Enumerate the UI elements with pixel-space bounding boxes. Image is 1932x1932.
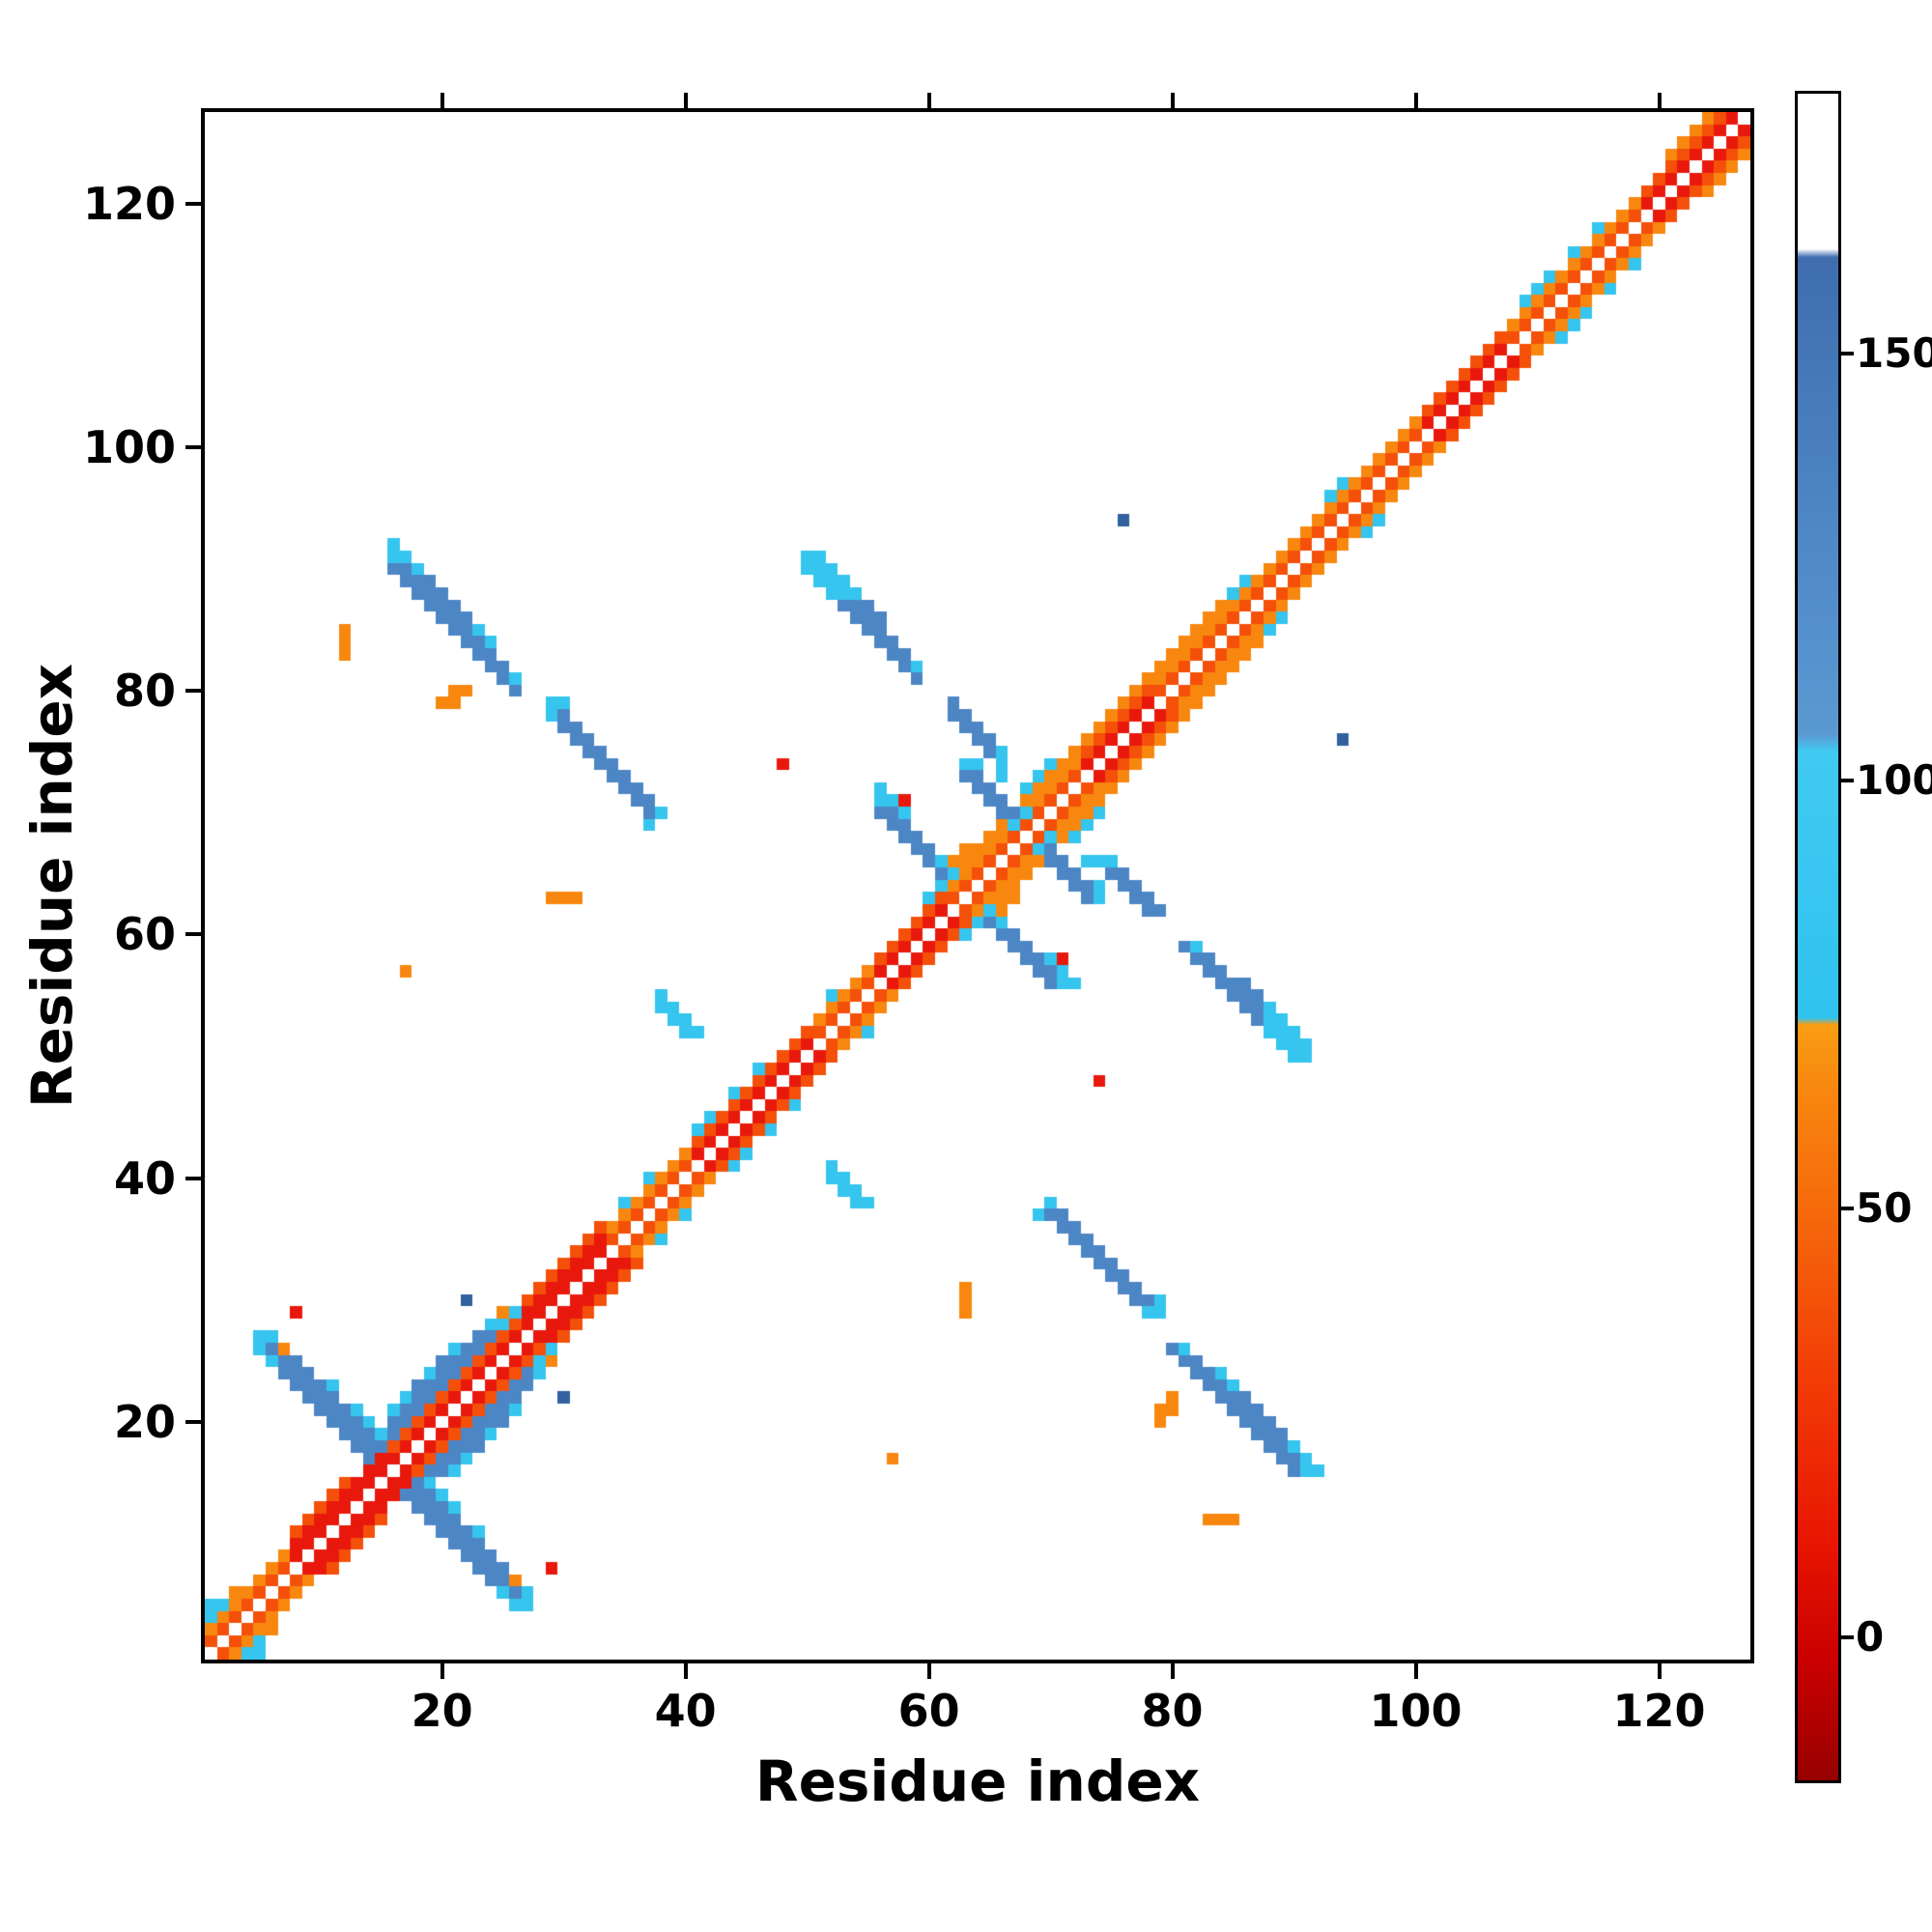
x-tick [1413, 93, 1418, 108]
colorbar-tick-label: 100 [1856, 755, 1932, 804]
x-tick [1170, 93, 1175, 108]
y-axis-label: Residue index [19, 663, 85, 1109]
y-tick [185, 932, 201, 937]
colorbar-tick [1841, 1634, 1854, 1639]
y-tick-label: 120 [82, 177, 176, 230]
y-tick [185, 1420, 201, 1425]
y-tick-label: 80 [113, 665, 176, 718]
y-tick-label: 20 [113, 1396, 176, 1449]
x-tick-label: 40 [654, 1685, 717, 1737]
x-tick-label: 20 [411, 1685, 473, 1737]
colorbar-tick [1841, 1207, 1854, 1211]
x-tick [1657, 1663, 1662, 1679]
x-tick [926, 1663, 931, 1679]
y-tick-label: 40 [113, 1151, 176, 1205]
y-tick-label: 60 [113, 908, 176, 961]
x-tick-label: 100 [1369, 1685, 1463, 1737]
colorbar: 0 50 100 150 [1795, 91, 1932, 1783]
colorbar-tick-label: 0 [1856, 1612, 1885, 1661]
y-tick [185, 1176, 201, 1180]
colorbar-tick-label: 150 [1856, 328, 1932, 377]
x-tick [1657, 93, 1662, 108]
colorbar-tick [1841, 351, 1854, 355]
x-tick [440, 1663, 444, 1679]
x-tick-label: 60 [897, 1685, 960, 1737]
y-tick [185, 444, 201, 449]
y-tick [185, 689, 201, 694]
colorbar-gradient [1798, 94, 1838, 1780]
x-tick [926, 93, 931, 108]
x-tick [683, 1663, 688, 1679]
x-tick-label: 80 [1141, 1685, 1204, 1737]
y-tick [185, 201, 201, 206]
x-tick [1170, 1663, 1175, 1679]
y-tick-label: 100 [82, 420, 176, 473]
x-tick-label: 120 [1612, 1685, 1706, 1737]
x-tick [1413, 1663, 1418, 1679]
x-tick [683, 93, 688, 108]
plot-area: Residue index Residue index 20 40 60 80 100 1… [19, 93, 1754, 1814]
colorbar-tick [1841, 778, 1854, 782]
contact-map-canvas [205, 112, 1750, 1660]
x-axis-label: Residue index [754, 1748, 1201, 1814]
x-tick [440, 93, 444, 108]
colorbar-tick-label: 50 [1856, 1184, 1913, 1233]
